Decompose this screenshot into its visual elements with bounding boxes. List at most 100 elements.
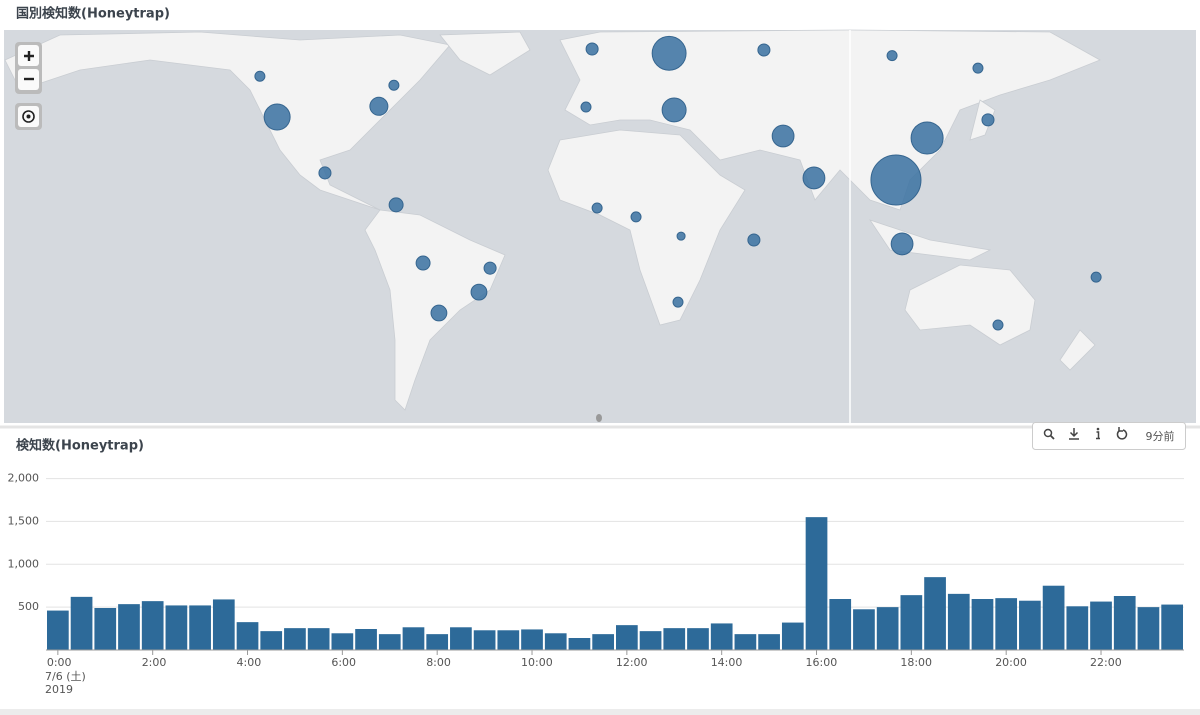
bubble: [771, 124, 795, 148]
bubble: [591, 202, 603, 214]
bubble: [430, 304, 448, 322]
bar: [805, 517, 828, 650]
y-tick-label: 2,000: [8, 472, 40, 485]
bar: [355, 629, 377, 650]
bar: [450, 627, 472, 650]
bar: [307, 628, 330, 650]
bar: [402, 627, 425, 650]
bar: [1161, 604, 1183, 650]
bar: [47, 610, 69, 650]
bar: [1137, 607, 1160, 650]
map-title: 国別検知数(Honeytrap): [16, 6, 170, 22]
bubble: [981, 113, 995, 127]
bubble: [802, 166, 826, 190]
bar: [1113, 596, 1136, 650]
bar: [544, 633, 567, 650]
bubble: [415, 255, 431, 271]
bubble: [757, 43, 771, 57]
bar: [189, 605, 211, 650]
bar: [141, 601, 164, 650]
bar: [1090, 601, 1112, 650]
bar: [758, 634, 780, 650]
bar: [924, 577, 946, 650]
x-tick-label: 20:00: [995, 656, 1027, 669]
bubble: [676, 231, 686, 241]
bar-title: 検知数(Honeytrap): [16, 438, 144, 454]
bar: [900, 595, 923, 650]
bar: [568, 638, 591, 650]
bar: [165, 605, 188, 650]
x-tick-label: 18:00: [900, 656, 932, 669]
y-tick-label: 1,000: [8, 557, 40, 570]
bubble: [369, 96, 389, 116]
bar: [284, 628, 306, 650]
bubble-layer: [254, 35, 1102, 331]
bubble: [483, 261, 497, 275]
bar: [1042, 585, 1065, 650]
search-icon[interactable]: [1043, 428, 1055, 440]
bar: [971, 599, 994, 650]
bubble: [388, 197, 404, 213]
bar: [70, 596, 93, 650]
x-tick-label: 0:00: [47, 656, 72, 669]
x-tick-label: 12:00: [616, 656, 648, 669]
bar: [663, 628, 686, 650]
bar: [781, 622, 804, 650]
x-tick-label: 4:00: [237, 656, 262, 669]
bubble: [318, 166, 332, 180]
toolbar: 9分前: [1032, 422, 1186, 450]
bubble: [747, 233, 761, 247]
bar: [639, 631, 662, 650]
bar: [734, 634, 757, 650]
bubble: [580, 101, 592, 113]
bubble: [890, 232, 914, 256]
bar: [616, 625, 638, 650]
bubble: [630, 211, 642, 223]
y-tick-label: 1,500: [8, 514, 40, 527]
bubble: [661, 97, 687, 123]
bar: [1066, 606, 1089, 650]
x-tick-label: 2:00: [142, 656, 167, 669]
toolbar-box: [1032, 422, 1186, 450]
bubble: [651, 35, 687, 71]
bar: [94, 608, 117, 650]
bar: [1019, 600, 1041, 650]
bubble: [585, 42, 599, 56]
bar: [331, 633, 354, 650]
bubble: [263, 103, 291, 131]
bubble: [388, 79, 400, 91]
export-icon[interactable]: [1069, 428, 1079, 440]
info-icon[interactable]: [1096, 427, 1100, 440]
bubble: [1090, 271, 1102, 283]
x-tick-label: 22:00: [1090, 656, 1122, 669]
bar: [118, 604, 140, 650]
bar: [995, 598, 1018, 650]
refresh-icon[interactable]: [1116, 427, 1128, 440]
resize-handle[interactable]: [596, 414, 602, 422]
bar: [236, 622, 259, 650]
bar: [521, 629, 543, 650]
bar: [378, 634, 401, 650]
x-tick-label: 10:00: [521, 656, 553, 669]
bar-plot: 500 1,000 1,500 2,000 0:00 2:00 4:00 6:00 8:00 10…: [8, 472, 1184, 696]
bar: [829, 599, 852, 650]
bubble: [254, 70, 266, 82]
bar: [853, 609, 875, 650]
x-sublabel: 2019: [45, 683, 73, 696]
bar: [687, 628, 709, 650]
x-tick-label: 8:00: [426, 656, 451, 669]
bar: [473, 630, 496, 650]
x-tick-label: 6:00: [331, 656, 356, 669]
y-tick-label: 500: [18, 600, 39, 613]
bar: [876, 607, 899, 650]
x-tick-label: 14:00: [711, 656, 743, 669]
map-controls: [15, 42, 42, 130]
bar: [426, 634, 449, 650]
bubble: [870, 154, 922, 206]
bubble: [470, 283, 488, 301]
bubble: [886, 50, 898, 62]
bar: [497, 630, 520, 650]
bubble: [672, 296, 684, 308]
x-tick-label: 16:00: [806, 656, 838, 669]
bar: [212, 599, 235, 650]
